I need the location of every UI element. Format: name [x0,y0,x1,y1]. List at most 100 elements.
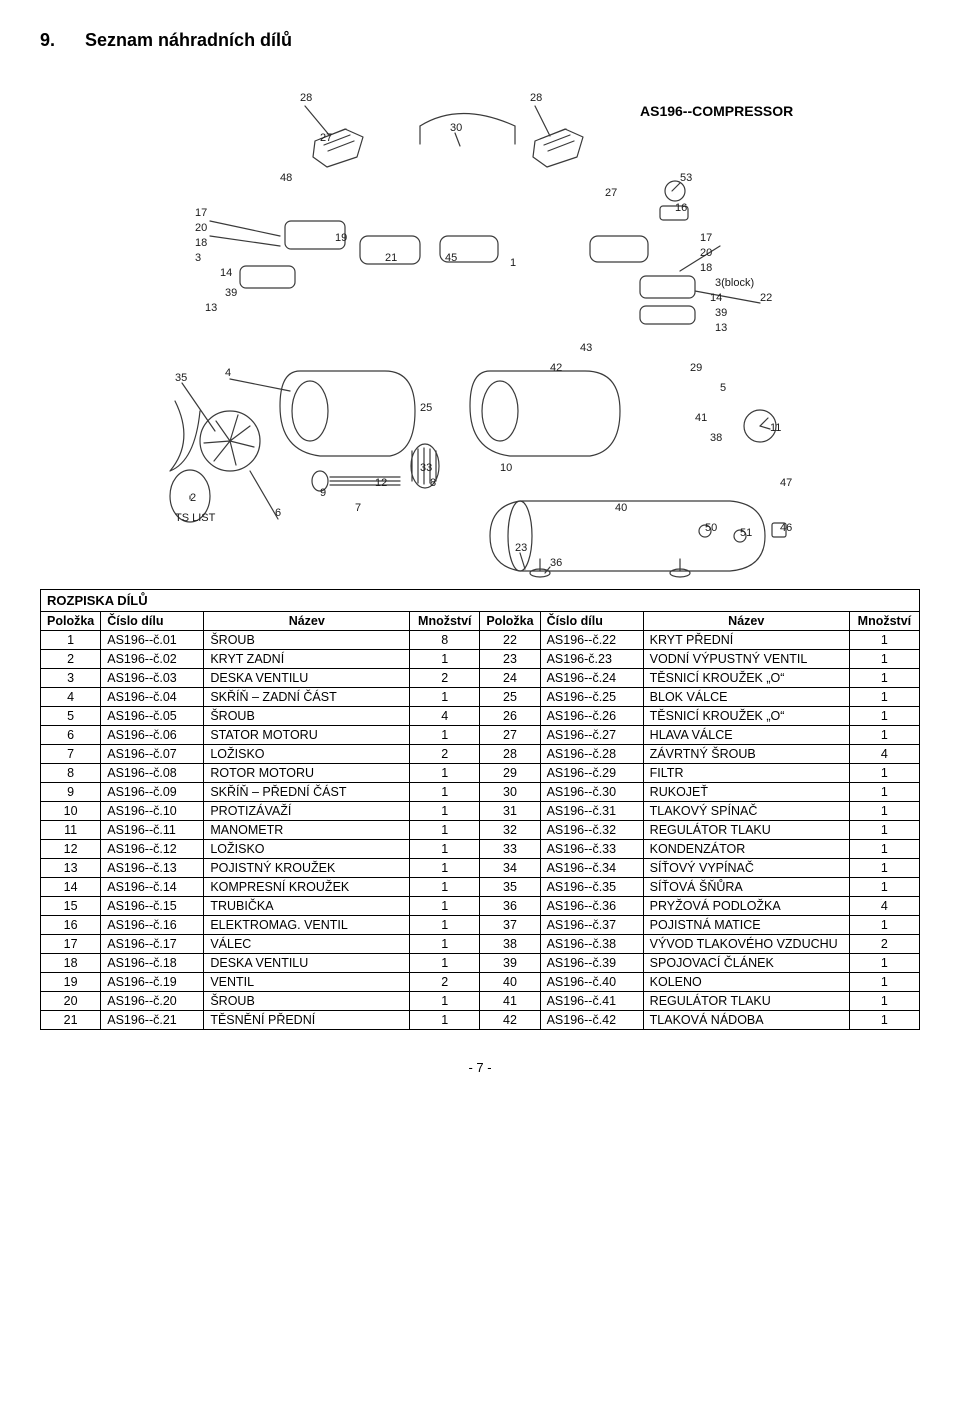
table-row: 12AS196--č.12LOŽISKO133AS196--č.33KONDEN… [41,840,920,859]
callout-label: 2 [190,492,196,504]
cell-l-item: 6 [41,726,101,745]
cell-r-qty: 1 [849,707,919,726]
cell-r-name: ZÁVRTNÝ ŠROUB [643,745,849,764]
cell-l-name: KRYT ZADNÍ [204,650,410,669]
cell-r-partno: AS196--č.36 [540,897,643,916]
callout-label: 39 [715,307,727,319]
cell-r-name: TLAKOVÝ SPÍNAČ [643,802,849,821]
callout-label: 8 [430,477,436,489]
col-partno: Číslo dílu [540,612,643,631]
cell-r-qty: 1 [849,954,919,973]
cell-r-partno: AS196--č.40 [540,973,643,992]
cell-r-qty: 4 [849,745,919,764]
cell-l-partno: AS196--č.09 [101,783,204,802]
parts-table: Položka Číslo dílu Název Množství Položk… [40,611,920,1030]
cell-l-name: LOŽISKO [204,745,410,764]
cell-r-name: VODNÍ VÝPUSTNÝ VENTIL [643,650,849,669]
cell-r-partno: AS196--č.42 [540,1011,643,1030]
cell-l-partno: AS196--č.08 [101,764,204,783]
cell-r-qty: 1 [849,802,919,821]
callout-label: 17 [700,232,712,244]
cell-r-name: HLAVA VÁLCE [643,726,849,745]
callout-label: 30 [450,122,462,134]
cell-l-qty: 1 [410,783,480,802]
page-footer: - 7 - [40,1060,920,1075]
cell-l-partno: AS196--č.06 [101,726,204,745]
cell-l-qty: 1 [410,935,480,954]
cell-l-partno: AS196--č.07 [101,745,204,764]
cell-l-item: 15 [41,897,101,916]
table-header-row: Položka Číslo dílu Název Množství Položk… [41,612,920,631]
callout-label: 10 [500,462,512,474]
cell-l-name: KOMPRESNÍ KROUŽEK [204,878,410,897]
cell-l-name: ELEKTROMAG. VENTIL [204,916,410,935]
cell-r-qty: 1 [849,821,919,840]
cell-r-partno: AS196--č.33 [540,840,643,859]
cell-l-qty: 1 [410,916,480,935]
cell-r-partno: AS196--č.28 [540,745,643,764]
cell-l-item: 3 [41,669,101,688]
cell-r-qty: 1 [849,650,919,669]
table-row: 8AS196--č.08ROTOR MOTORU129AS196--č.29FI… [41,764,920,783]
heading-number: 9. [40,30,80,51]
cell-l-item: 1 [41,631,101,650]
cell-l-item: 4 [41,688,101,707]
cell-l-partno: AS196--č.21 [101,1011,204,1030]
table-row: 1AS196--č.01ŠROUB822AS196--č.22KRYT PŘED… [41,631,920,650]
cell-l-item: 14 [41,878,101,897]
cell-l-partno: AS196--č.13 [101,859,204,878]
cell-r-item: 35 [480,878,540,897]
cell-r-qty: 1 [849,916,919,935]
cell-l-name: PROTIZÁVAŽÍ [204,802,410,821]
callout-label: 1 [510,257,516,269]
cell-r-qty: 4 [849,897,919,916]
col-qty: Množství [410,612,480,631]
callout-label: 13 [205,302,217,314]
callout-label: 9 [320,487,326,499]
callout-label: 51 [740,527,752,539]
cell-r-partno: AS196--č.38 [540,935,643,954]
table-row: 13AS196--č.13POJISTNÝ KROUŽEK134AS196--č… [41,859,920,878]
table-row: 5AS196--č.05ŠROUB426AS196--č.26TĚSNICÍ K… [41,707,920,726]
callout-label: 12 [375,477,387,489]
col-name: Název [204,612,410,631]
cell-r-partno: AS196--č.22 [540,631,643,650]
col-partno: Číslo dílu [101,612,204,631]
cell-l-partno: AS196--č.01 [101,631,204,650]
cell-l-item: 19 [41,973,101,992]
callout-label: 14 [710,292,722,304]
cell-r-qty: 2 [849,935,919,954]
cell-l-partno: AS196--č.03 [101,669,204,688]
callout-label: 7 [355,502,361,514]
cell-r-partno: AS196--č.32 [540,821,643,840]
callout-label: 40 [615,502,627,514]
callout-label: 36 [550,557,562,569]
cell-l-qty: 1 [410,764,480,783]
cell-l-item: 5 [41,707,101,726]
cell-r-partno: AS196--č.34 [540,859,643,878]
section-heading: 9. Seznam náhradních dílů [40,30,920,51]
cell-r-name: TĚSNICÍ KROUŽEK „O“ [643,669,849,688]
cell-r-name: FILTR [643,764,849,783]
callout-label: TS LIST [175,512,216,524]
callout-label: 47 [780,477,792,489]
col-name: Název [643,612,849,631]
svg-text:AS196--COMPRESSOR: AS196--COMPRESSOR [640,103,793,119]
cell-l-item: 20 [41,992,101,1011]
cell-r-name: KONDENZÁTOR [643,840,849,859]
callout-label: 3 [195,252,201,264]
cell-l-item: 13 [41,859,101,878]
table-row: 9AS196--č.09SKŘÍŇ – PŘEDNÍ ČÁST130AS196-… [41,783,920,802]
cell-l-qty: 1 [410,650,480,669]
cell-r-item: 32 [480,821,540,840]
cell-l-name: VÁLEC [204,935,410,954]
cell-r-name: RUKOJEŤ [643,783,849,802]
cell-r-item: 39 [480,954,540,973]
callout-label: 4 [225,367,231,379]
table-title: ROZPISKA DÍLŮ [40,589,920,611]
cell-r-item: 27 [480,726,540,745]
cell-l-partno: AS196--č.11 [101,821,204,840]
cell-l-qty: 1 [410,859,480,878]
cell-r-partno: AS196--č.27 [540,726,643,745]
col-item: Položka [41,612,101,631]
